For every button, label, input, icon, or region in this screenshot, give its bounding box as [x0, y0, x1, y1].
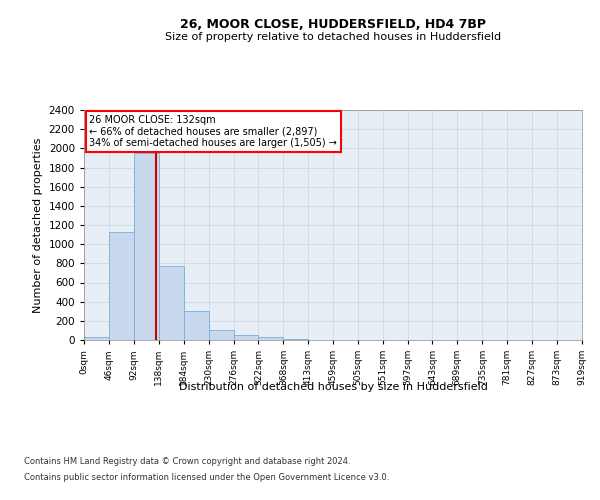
Bar: [259, 337, 283, 340]
Bar: [184, 311, 209, 340]
Y-axis label: Number of detached properties: Number of detached properties: [33, 138, 43, 312]
Bar: [209, 330, 233, 340]
Bar: [134, 153, 159, 340]
Bar: [233, 335, 259, 340]
Text: Size of property relative to detached houses in Huddersfield: Size of property relative to detached ho…: [165, 32, 501, 42]
Bar: [283, 339, 308, 340]
Bar: [109, 232, 134, 340]
Text: Contains public sector information licensed under the Open Government Licence v3: Contains public sector information licen…: [24, 472, 389, 482]
Text: Contains HM Land Registry data © Crown copyright and database right 2024.: Contains HM Land Registry data © Crown c…: [24, 458, 350, 466]
Text: 26 MOOR CLOSE: 132sqm
← 66% of detached houses are smaller (2,897)
34% of semi-d: 26 MOOR CLOSE: 132sqm ← 66% of detached …: [89, 115, 337, 148]
Bar: [159, 266, 184, 340]
Bar: [84, 336, 109, 340]
Text: Distribution of detached houses by size in Huddersfield: Distribution of detached houses by size …: [179, 382, 487, 392]
Text: 26, MOOR CLOSE, HUDDERSFIELD, HD4 7BP: 26, MOOR CLOSE, HUDDERSFIELD, HD4 7BP: [180, 18, 486, 30]
